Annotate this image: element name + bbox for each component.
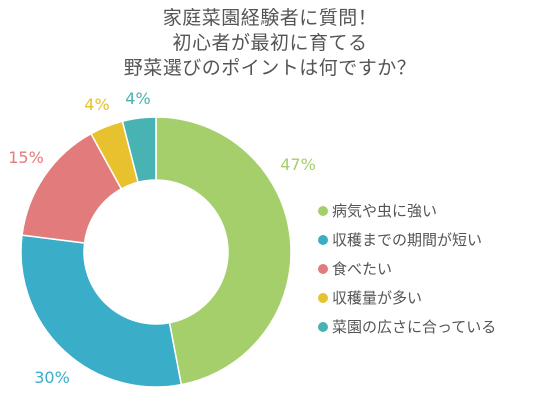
donut-slice-0 xyxy=(155,116,292,386)
legend-marker-icon xyxy=(318,321,328,332)
title-line-3: 野菜選びのポイントは何ですか？ xyxy=(123,57,417,79)
slice-label-4: 4% xyxy=(125,89,150,108)
slice-label-0: 47% xyxy=(280,155,316,174)
chart-title: 家庭菜園経験者に質問！ 初心者が最初に育てる 野菜選びのポイントは何ですか？ xyxy=(0,6,540,81)
legend-label: 菜園の広さに合っている xyxy=(332,318,497,336)
legend-marker-icon xyxy=(318,205,328,216)
legend-item-3: 収穫量が多い xyxy=(318,283,536,312)
legend-item-1: 収穫までの期間が短い xyxy=(318,225,536,254)
slice-label-2: 15% xyxy=(8,148,44,167)
legend-item-2: 食べたい xyxy=(318,254,536,283)
legend-label: 病気や虫に強い xyxy=(332,202,438,220)
legend-marker-icon xyxy=(318,292,328,303)
donut-slice-1 xyxy=(20,234,183,388)
legend-item-4: 菜園の広さに合っている xyxy=(318,312,536,341)
donut-slice-4 xyxy=(121,116,157,184)
slice-label-3: 4% xyxy=(84,95,109,114)
legend-item-0: 病気や虫に強い xyxy=(318,196,536,225)
title-line-2: 初心者が最初に育てる xyxy=(172,32,368,54)
legend-marker-icon xyxy=(318,234,328,245)
legend-label: 食べたい xyxy=(332,260,393,278)
chart-legend: 病気や虫に強い 収穫までの期間が短い 食べたい 収穫量が多い 菜園の広さに合って… xyxy=(318,196,536,341)
legend-label: 収穫までの期間が短い xyxy=(332,231,483,249)
legend-marker-icon xyxy=(318,263,328,274)
legend-label: 収穫量が多い xyxy=(332,289,423,307)
slice-label-1: 30% xyxy=(34,368,70,387)
title-line-1: 家庭菜園経験者に質問！ xyxy=(162,7,378,29)
